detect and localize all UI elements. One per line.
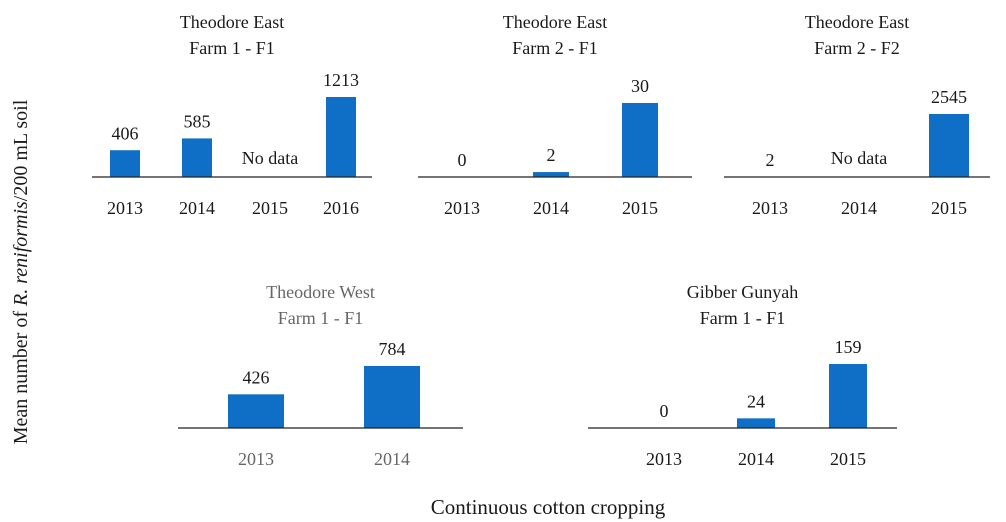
value-label: 2545 [931,87,967,107]
bar [929,114,969,177]
value-label: 426 [243,367,270,387]
x-tick-label: 2013 [646,449,682,469]
x-tick-label: 2014 [738,449,774,469]
x-tick-label: 2013 [752,198,788,218]
value-label: 585 [184,112,211,132]
panel-title: Theodore East [180,12,284,32]
value-label: 1213 [323,70,359,90]
x-tick-label: 2013 [238,449,274,469]
panel-title: Theodore East [503,12,607,32]
value-label: No data [242,148,298,168]
x-tick-label: 2014 [533,198,569,218]
value-label: 2 [547,145,556,165]
bar [533,172,569,177]
bar [182,138,212,177]
panel-subtitle: Farm 1 - F1 [189,38,275,58]
bar [228,394,284,428]
value-label: 0 [458,150,467,170]
bar [622,103,658,177]
x-tick-label: 2015 [622,198,658,218]
value-label: 30 [631,76,649,96]
x-axis-label: Continuous cotton cropping [431,495,666,519]
y-label-part: /200 mL soil [10,99,32,201]
x-tick-label: 2014 [179,198,215,218]
panel-title: Theodore West [266,282,375,302]
value-label: 784 [379,339,406,359]
bar [326,97,356,177]
bar [110,150,140,177]
panel-title: Theodore East [805,12,909,32]
value-label: No data [831,148,887,168]
x-tick-label: 2016 [323,198,359,218]
x-tick-label: 2013 [107,198,143,218]
panel-subtitle: Farm 2 - F2 [814,38,900,58]
value-label: 2 [766,150,775,170]
bar [364,366,420,428]
bar [829,364,867,428]
x-tick-label: 2015 [252,198,288,218]
x-tick-label: 2014 [841,198,877,218]
panel-title: Gibber Gunyah [687,282,798,302]
bar [737,418,775,428]
x-tick-label: 2015 [830,449,866,469]
value-label: 24 [747,391,765,411]
y-axis-label: Mean number of R. reniformis/200 mL soil [10,99,32,444]
panel-subtitle: Farm 2 - F1 [512,38,598,58]
panel-subtitle: Farm 1 - F1 [700,308,786,328]
y-label-part: Mean number of [10,306,32,444]
y-label-part: R. reniformis [10,201,32,307]
value-label: 159 [835,337,862,357]
x-tick-label: 2014 [374,449,410,469]
value-label: 0 [660,401,669,421]
value-label: 406 [112,123,139,143]
x-tick-label: 2013 [444,198,480,218]
x-tick-label: 2015 [931,198,967,218]
panel-subtitle: Farm 1 - F1 [278,308,364,328]
